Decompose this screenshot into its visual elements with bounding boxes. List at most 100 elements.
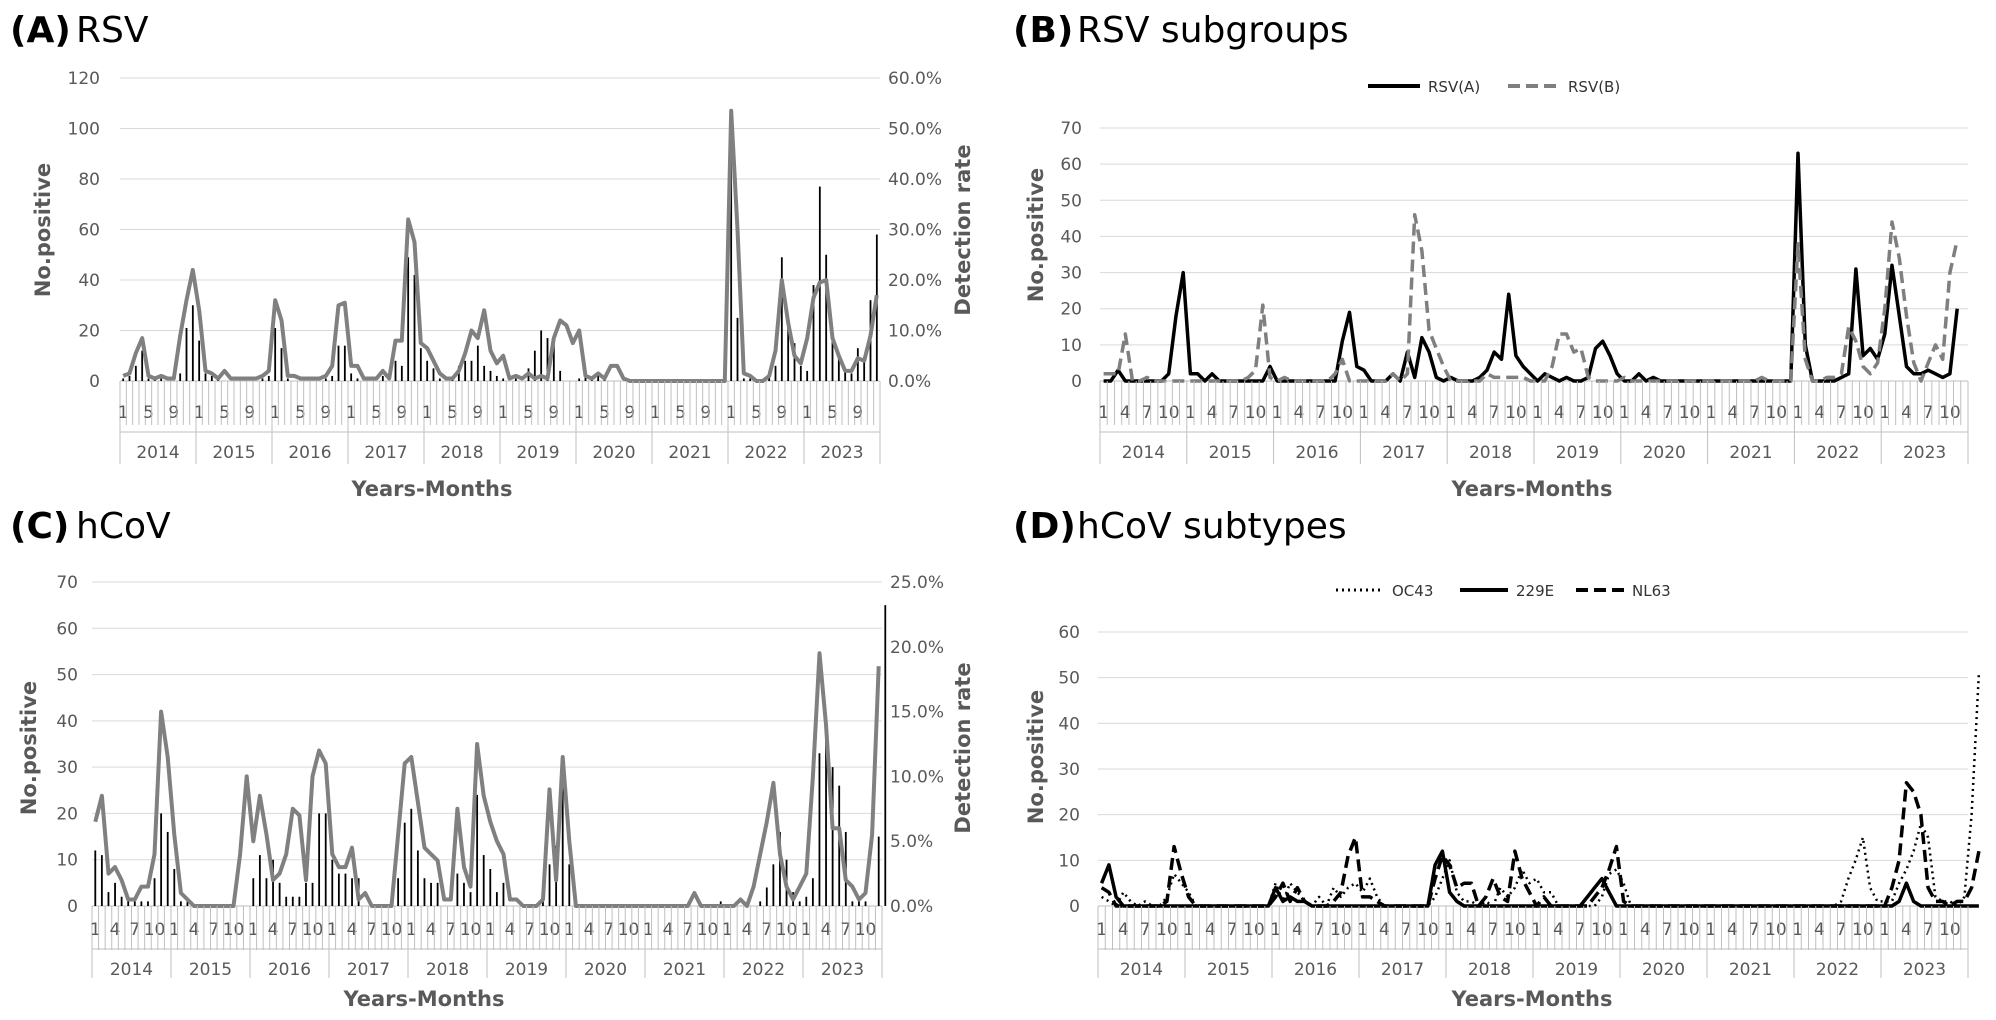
- panel-d-xlabel: Years-Months: [1450, 987, 1612, 1011]
- panel-a-letter: (A): [10, 10, 71, 51]
- y-tick-label: 80: [78, 170, 100, 190]
- panel-a-ylabel: No.positive: [31, 163, 55, 297]
- bar: [856, 348, 859, 381]
- month-tick-label: 10: [618, 920, 640, 940]
- bar: [140, 901, 143, 906]
- bar: [863, 358, 866, 381]
- bar: [837, 355, 840, 381]
- bar: [179, 901, 182, 906]
- y2-tick-label: 50.0%: [888, 120, 942, 140]
- year-label: 2022: [742, 960, 785, 980]
- bar: [561, 767, 564, 906]
- bar: [719, 901, 722, 906]
- month-tick-label: 1: [118, 403, 129, 423]
- month-tick-label: 1: [1705, 920, 1716, 940]
- month-tick-label: 7: [366, 920, 377, 940]
- month-tick-label: 4: [742, 920, 753, 940]
- bar: [419, 348, 422, 381]
- bar: [546, 338, 549, 381]
- month-tick-label: 7: [1314, 920, 1325, 940]
- month-tick-label: 1: [1706, 403, 1717, 423]
- bar: [122, 378, 125, 381]
- month-tick-label: 10: [381, 920, 403, 940]
- month-tick-label: 1: [1357, 920, 1368, 940]
- y-tick-label: 0: [67, 897, 78, 917]
- bar: [141, 350, 144, 381]
- panel-a-xlabel: Years-Months: [350, 477, 512, 501]
- bar: [780, 257, 783, 381]
- month-tick-label: 10: [1330, 920, 1352, 940]
- y2-tick-label: 0.0%: [890, 897, 933, 917]
- year-label: 2020: [1643, 443, 1686, 463]
- month-tick-label: 4: [1553, 920, 1564, 940]
- panel-d-title: hCoV subtypes: [1077, 506, 1347, 547]
- bar: [324, 813, 327, 906]
- bar: [407, 257, 410, 381]
- month-tick-label: 1: [346, 403, 357, 423]
- bar: [831, 335, 834, 381]
- month-tick-label: 9: [852, 403, 863, 423]
- month-tick-label: 10: [1505, 403, 1527, 423]
- month-tick-label: 4: [1118, 920, 1129, 940]
- bar: [436, 882, 439, 906]
- series-line-nl63: [1100, 780, 1981, 908]
- month-tick-label: 1: [422, 403, 433, 423]
- bar: [337, 345, 340, 381]
- bar: [825, 254, 828, 381]
- month-tick-label: 7: [287, 920, 298, 940]
- month-tick-label: 4: [1380, 403, 1391, 423]
- month-tick-label: 1: [90, 920, 101, 940]
- panel-c-plot: 0 10 20 30 40 50 60 70 0.0% 5.0% 10.0% 15.0% 20.0% 25…: [56, 573, 944, 980]
- bar: [166, 831, 169, 906]
- month-tick-label: 7: [761, 920, 772, 940]
- detection-rate-line: [122, 108, 879, 383]
- y-tick-label: 120: [68, 69, 100, 89]
- month-tick-label: 1: [802, 403, 813, 423]
- month-tick-label: 4: [426, 920, 437, 940]
- panel-c-ylabel: No.positive: [17, 681, 41, 815]
- bar: [765, 887, 768, 906]
- month-tick-label: 4: [1641, 403, 1652, 423]
- month-tick-label: 5: [219, 403, 230, 423]
- month-tick-label: 10: [855, 920, 877, 940]
- bar: [464, 360, 467, 381]
- year-label: 2022: [1816, 443, 1859, 463]
- detection-rate-line: [93, 651, 881, 908]
- panel-c-y2label: Detection rate: [951, 662, 975, 833]
- bar: [438, 378, 441, 381]
- month-tick-label: 4: [1814, 403, 1825, 423]
- bar: [410, 808, 413, 906]
- year-label: 2015: [1207, 960, 1250, 980]
- month-tick-label: 10: [223, 920, 245, 940]
- year-label: 2019: [1556, 443, 1599, 463]
- month-tick-label: 1: [1359, 403, 1370, 423]
- panel-a-title: RSV: [76, 10, 149, 51]
- month-tick-label: 7: [1576, 403, 1587, 423]
- month-tick-label: 7: [208, 920, 219, 940]
- year-label: 2015: [1209, 443, 1252, 463]
- bar: [173, 868, 176, 906]
- legend-label-229e: 229E: [1516, 582, 1554, 600]
- y-tick-label: 60: [1060, 155, 1082, 175]
- month-tick-label: 5: [523, 403, 534, 423]
- month-tick-label: 1: [643, 920, 654, 940]
- y-tick-label: 20: [78, 322, 100, 342]
- y-tick-label: 30: [1058, 760, 1080, 780]
- month-tick-label: 7: [129, 920, 140, 940]
- bar: [540, 330, 543, 381]
- bar: [298, 896, 301, 906]
- month-tick-label: 7: [1402, 403, 1413, 423]
- bar: [812, 285, 815, 381]
- y2-tick-label: 15.0%: [890, 703, 944, 723]
- year-label: 2018: [1468, 960, 1511, 980]
- month-tick-label: 4: [1640, 920, 1651, 940]
- month-tick-label: 4: [1207, 403, 1218, 423]
- month-tick-label: 10: [1156, 920, 1178, 940]
- month-tick-label: 4: [1292, 920, 1303, 940]
- month-tick-label: 4: [189, 920, 200, 940]
- month-tick-label: 4: [1379, 920, 1390, 940]
- panel-b-title: RSV subgroups: [1077, 10, 1349, 51]
- bar: [423, 878, 426, 906]
- bar: [114, 882, 116, 906]
